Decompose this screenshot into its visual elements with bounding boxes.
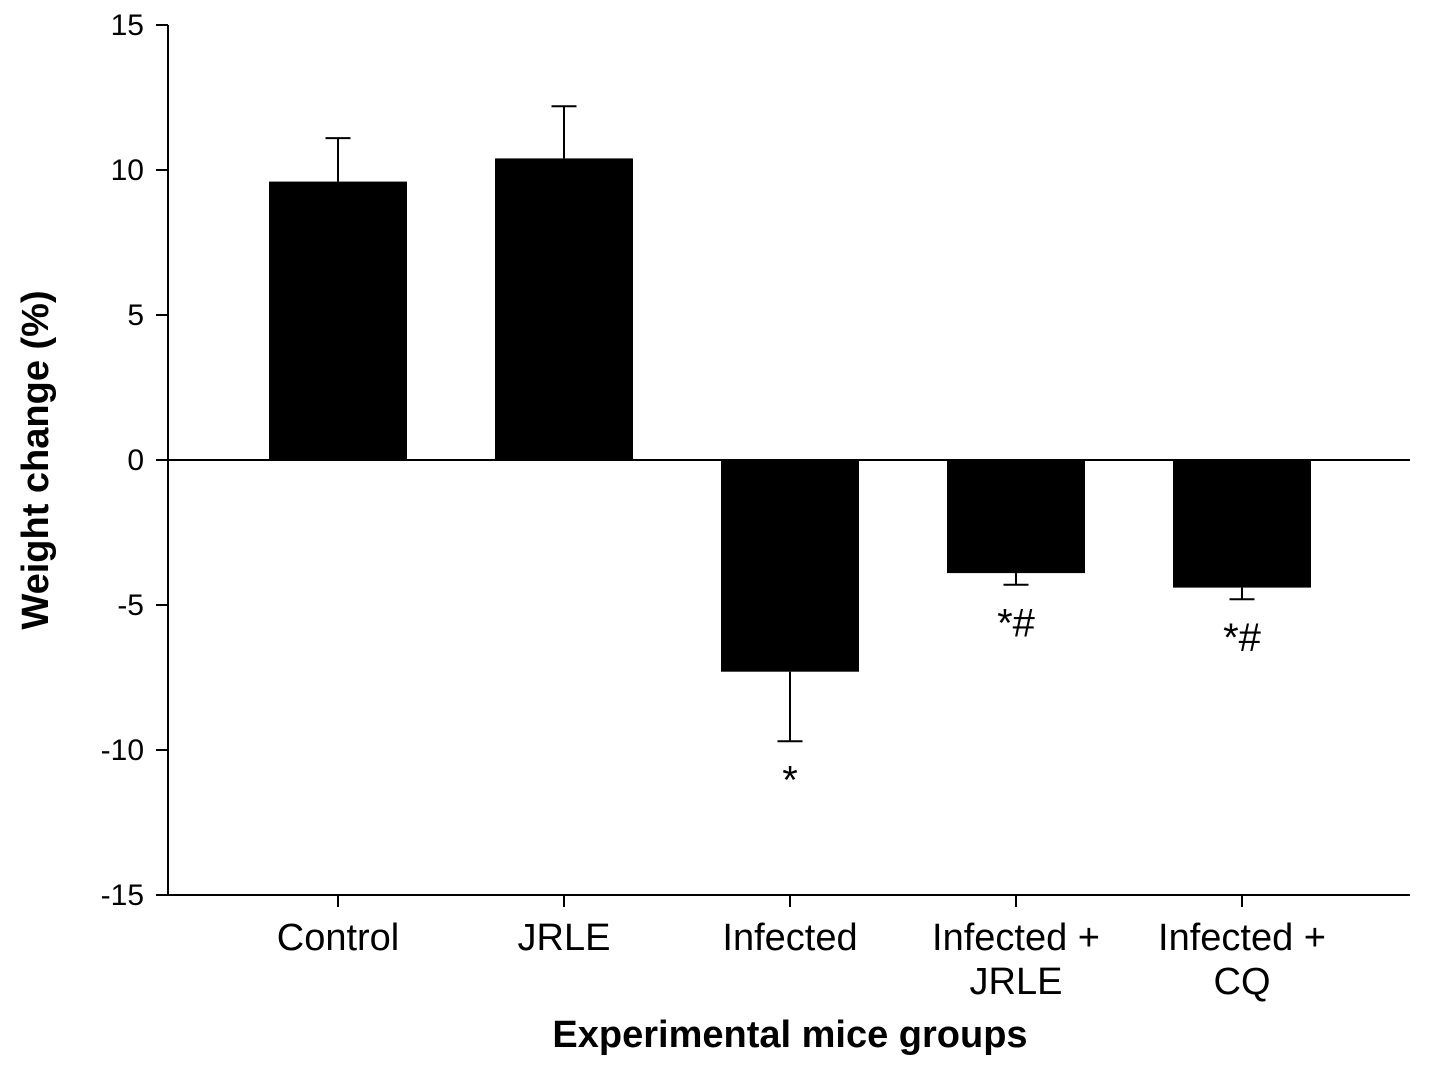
y-axis: 15 10 5 0 -5 -10 -15: [101, 9, 169, 912]
x-tick-label-line: Infected +: [1158, 917, 1326, 959]
bar: [269, 181, 407, 460]
x-axis-title: Experimental mice groups: [552, 1014, 1027, 1056]
x-tick-label-line: Infected: [722, 917, 857, 959]
y-tick-label: -5: [117, 589, 144, 622]
x-tick-label-line: JRLE: [518, 917, 611, 959]
bar: [721, 460, 859, 672]
y-tick-label: 15: [111, 9, 144, 42]
significance-annotations: * *# *#: [782, 602, 1261, 803]
bar: [1173, 460, 1311, 588]
x-tick-label-line: JRLE: [970, 961, 1063, 1003]
y-tick-label: 0: [127, 444, 144, 477]
x-tick-label: Infected + CQ: [1158, 917, 1326, 1003]
error-bars: [325, 105, 1255, 743]
x-tick-label: Infected + JRLE: [932, 917, 1100, 1003]
y-tick-label: 10: [111, 154, 144, 187]
bar: [947, 460, 1085, 574]
significance-marker: *: [782, 758, 798, 802]
x-tick-label: JRLE: [518, 917, 611, 959]
bars: [269, 158, 1311, 672]
x-tick-label-line: CQ: [1214, 961, 1271, 1003]
bar: [495, 158, 633, 460]
significance-marker: *#: [1223, 616, 1262, 660]
x-tick-label-line: Infected +: [932, 917, 1100, 959]
x-tick-label-line: Control: [277, 917, 400, 959]
x-tick-label: Control: [277, 917, 400, 959]
x-axis: Control JRLE Infected Infected + JRLEInfecte…: [168, 894, 1410, 1003]
y-tick-label: 5: [127, 299, 144, 332]
y-tick-label: -15: [101, 879, 144, 912]
y-axis-title: Weight change (%): [15, 290, 57, 629]
y-tick-label: -10: [101, 734, 144, 767]
x-tick-label: Infected: [722, 917, 857, 959]
significance-marker: *#: [997, 602, 1036, 646]
